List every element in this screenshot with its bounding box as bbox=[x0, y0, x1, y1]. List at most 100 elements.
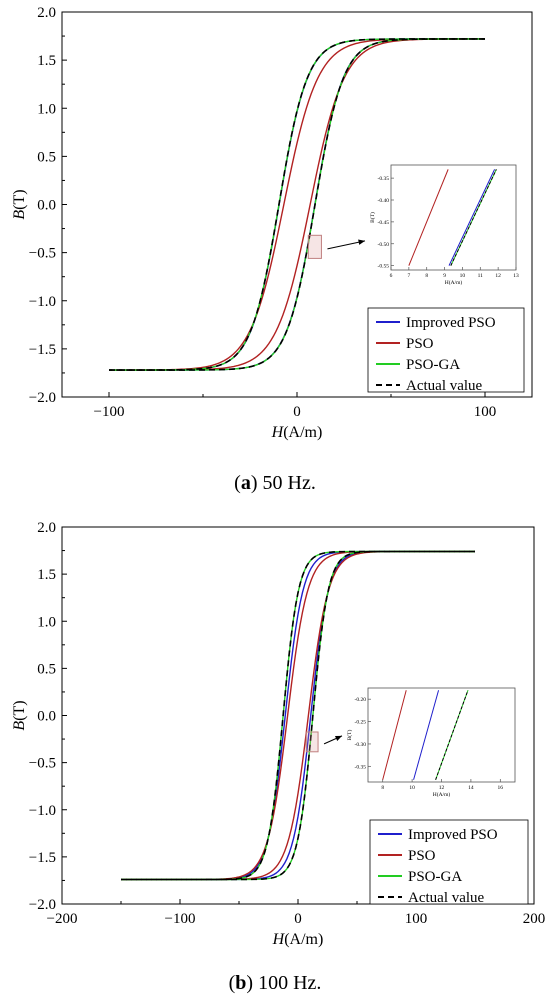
y-tick-label: −0.5 bbox=[29, 246, 56, 262]
inset-line-pso bbox=[382, 690, 407, 780]
series-line-actual-value-desc bbox=[121, 550, 476, 881]
y-tick-label: 2.0 bbox=[37, 5, 56, 21]
y-tick-label: 1.0 bbox=[37, 614, 56, 630]
series-line-actual-value-asc bbox=[109, 38, 485, 371]
x-tick-label: 100 bbox=[405, 911, 428, 927]
inset-x-tick-label: 14 bbox=[468, 785, 474, 791]
inset-y-tick-label: -0.35 bbox=[378, 176, 390, 182]
inset-y-axis-label: B(T) bbox=[369, 212, 376, 223]
x-tick-label: 100 bbox=[474, 404, 497, 420]
x-axis-label-symbol: H bbox=[271, 424, 285, 441]
y-tick-label: −1.0 bbox=[29, 294, 56, 310]
inset-x-tick-label: 10 bbox=[460, 273, 466, 279]
y-tick-label: 0.0 bbox=[37, 709, 56, 725]
inset-x-tick-label: 8 bbox=[425, 273, 428, 279]
y-axis-label-symbol: B bbox=[11, 721, 28, 731]
x-tick-label: −100 bbox=[94, 404, 125, 420]
inset-line-actual-value bbox=[435, 690, 469, 780]
legend-label-improved-pso: Improved PSO bbox=[406, 315, 496, 331]
inset-x-axis-label: H(A/m) bbox=[433, 791, 451, 798]
inset-x-tick-label: 13 bbox=[513, 273, 519, 279]
inset-y-tick-label: -0.20 bbox=[355, 697, 367, 703]
inset-series-group bbox=[382, 690, 469, 780]
inset-frame bbox=[367, 687, 516, 783]
inset-line-pso bbox=[408, 169, 449, 266]
x-tick-label: −200 bbox=[47, 911, 78, 927]
zoom-box bbox=[307, 234, 322, 259]
y-tick-label: 2.0 bbox=[37, 520, 56, 536]
y-tick-label: −1.5 bbox=[29, 342, 56, 358]
inset-x-tick-label: 16 bbox=[498, 785, 504, 791]
y-axis-label: B(T) bbox=[11, 700, 28, 730]
legend-label-pso-ga: PSO-GA bbox=[406, 357, 460, 373]
caption-b-text: 100 Hz. bbox=[258, 972, 322, 994]
inset-line-actual-value bbox=[450, 169, 497, 266]
series-group bbox=[120, 550, 476, 881]
inset-x-tick-label: 6 bbox=[390, 273, 393, 279]
y-axis-label-unit: (T) bbox=[11, 189, 28, 209]
y-tick-label: −1.5 bbox=[29, 850, 56, 866]
x-tick-label: −100 bbox=[165, 911, 196, 927]
inset-x-tick-label: 11 bbox=[478, 273, 484, 279]
x-axis-label: H(A/m) bbox=[272, 931, 324, 948]
chart-panel-a: −2.0 −1.5 −1.0 −0.5 0.0 0.5 1.0 1.5 2.0 −100 0 100 H… bbox=[0, 0, 550, 470]
inset-x-tick-label: 9 bbox=[443, 273, 446, 279]
y-tick-label: 1.5 bbox=[37, 53, 56, 69]
x-tick-label: 0 bbox=[293, 404, 301, 420]
y-axis-label: B(T) bbox=[11, 189, 28, 219]
x-tick-label: 0 bbox=[294, 911, 302, 927]
caption-a: (a) 50 Hz. bbox=[234, 472, 316, 494]
caption-b-letter: b bbox=[235, 972, 247, 994]
zoom-arrow-head bbox=[335, 735, 342, 742]
inset-series-group bbox=[408, 169, 497, 266]
zoom-box bbox=[305, 731, 319, 753]
series-line-actual-value-asc bbox=[120, 550, 475, 881]
inset-y-tick-label: -0.35 bbox=[355, 764, 367, 770]
x-axis-label-unit: (A/m) bbox=[283, 424, 322, 441]
y-tick-label: −2.0 bbox=[29, 390, 56, 406]
inset-y-tick-label: -0.50 bbox=[378, 242, 390, 248]
inset-x-tick-label: 12 bbox=[439, 785, 445, 791]
caption-b: (b) 100 Hz. bbox=[228, 972, 322, 994]
inset-y-tick-label: -0.30 bbox=[355, 742, 367, 748]
caption-a-text: 50 Hz. bbox=[262, 472, 316, 494]
inset-y-tick-label: -0.55 bbox=[378, 264, 390, 270]
legend-label-actual-value: Actual value bbox=[408, 890, 485, 906]
y-tick-label: 1.0 bbox=[37, 101, 56, 117]
inset-frame bbox=[390, 164, 517, 271]
y-tick-label: −2.0 bbox=[29, 897, 56, 913]
inset-x-tick-label: 8 bbox=[381, 785, 384, 791]
y-tick-label: 0.0 bbox=[37, 198, 56, 214]
legend-label-improved-pso: Improved PSO bbox=[408, 827, 498, 843]
inset-line-improved-pso bbox=[448, 169, 496, 266]
hysteresis-chart-50hz: −2.0 −1.5 −1.0 −0.5 0.0 0.5 1.0 1.5 2.0 −100 0 100 H… bbox=[11, 5, 533, 441]
inset-x-tick-label: 10 bbox=[409, 785, 415, 791]
inset-x-axis-label: H(A/m) bbox=[445, 279, 463, 286]
inset-line-improved-pso bbox=[413, 690, 440, 780]
y-tick-label: 0.5 bbox=[37, 661, 56, 677]
y-axis-label-symbol: B bbox=[11, 210, 28, 220]
y-tick-label: 1.5 bbox=[37, 567, 56, 583]
legend-label-pso: PSO bbox=[408, 848, 436, 864]
legend-label-actual-value: Actual value bbox=[406, 378, 483, 394]
chart-panel-b: −2.0 −1.5 −1.0 −0.5 0.0 0.5 1.0 1.5 2.0 −200 −100 0… bbox=[0, 512, 550, 962]
y-tick-label: −0.5 bbox=[29, 756, 56, 772]
y-tick-label: −1.0 bbox=[29, 803, 56, 819]
x-tick-label: 200 bbox=[523, 911, 546, 927]
y-axis-label-unit: (T) bbox=[11, 700, 28, 720]
inset-y-tick-label: -0.25 bbox=[355, 720, 367, 726]
x-axis-label-unit: (A/m) bbox=[284, 931, 323, 948]
inset-y-tick-label: -0.45 bbox=[378, 220, 390, 226]
y-tick-label: 0.5 bbox=[37, 149, 56, 165]
series-group bbox=[109, 38, 485, 371]
inset-x-tick-label: 12 bbox=[495, 273, 501, 279]
inset-y-tick-label: -0.40 bbox=[378, 198, 390, 204]
zoom-arrow-head bbox=[358, 239, 365, 245]
caption-a-letter: a bbox=[240, 472, 251, 494]
inset-x-tick-label: 7 bbox=[407, 273, 410, 279]
hysteresis-chart-100hz: −2.0 −1.5 −1.0 −0.5 0.0 0.5 1.0 1.5 2.0 −200 −100 0… bbox=[11, 520, 546, 948]
x-axis-label-symbol: H bbox=[272, 931, 286, 948]
legend-label-pso-ga: PSO-GA bbox=[408, 869, 462, 885]
inset-y-axis-label: B(T) bbox=[346, 729, 353, 740]
x-axis-label: H(A/m) bbox=[271, 424, 323, 441]
